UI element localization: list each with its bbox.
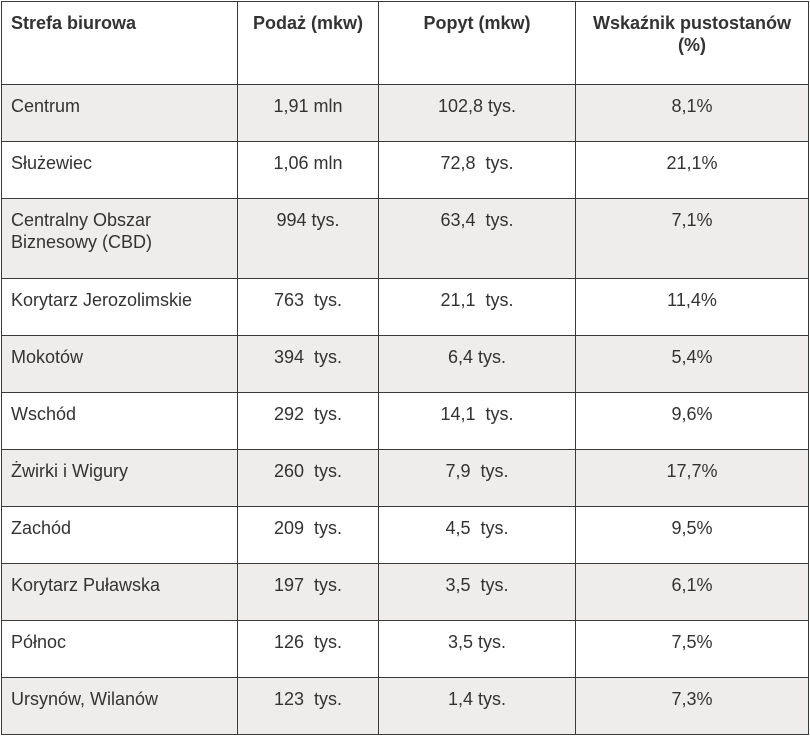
- header-zone: Strefa biurowa: [1, 1, 238, 85]
- demand-cell: 102,8 tys.: [378, 84, 576, 142]
- table-header-row: Strefa biurowa Podaż (mkw) Popyt (mkw) W…: [1, 1, 809, 85]
- demand-cell: 1,4 tys.: [378, 677, 576, 735]
- table-row: Żwirki i Wigury 260 tys. 7,9 tys. 17,7%: [1, 449, 809, 507]
- header-supply: Podaż (mkw): [237, 1, 379, 85]
- demand-cell: 14,1 tys.: [378, 392, 576, 450]
- supply-cell: 292 tys.: [237, 392, 379, 450]
- header-demand: Popyt (mkw): [378, 1, 576, 85]
- supply-cell: 994 tys.: [237, 198, 379, 279]
- table-row: Wschód 292 tys. 14,1 tys. 9,6%: [1, 392, 809, 450]
- header-vacancy-rate: Wskaźnik pustostanów (%): [575, 1, 809, 85]
- vacancy-cell: 8,1%: [575, 84, 809, 142]
- supply-cell: 1,06 mln: [237, 141, 379, 199]
- table-row: Centralny Obszar Biznesowy (CBD) 994 tys…: [1, 198, 809, 279]
- zone-cell: Ursynów, Wilanów: [1, 677, 238, 735]
- demand-cell: 21,1 tys.: [378, 278, 576, 336]
- vacancy-cell: 11,4%: [575, 278, 809, 336]
- supply-cell: 1,91 mln: [237, 84, 379, 142]
- zone-cell: Służewiec: [1, 141, 238, 199]
- zone-cell: Północ: [1, 620, 238, 678]
- table-row: Centrum 1,91 mln 102,8 tys. 8,1%: [1, 84, 809, 142]
- zone-cell: Zachód: [1, 506, 238, 564]
- table-row: Korytarz Puławska 197 tys. 3,5 tys. 6,1%: [1, 563, 809, 621]
- vacancy-cell: 9,6%: [575, 392, 809, 450]
- vacancy-cell: 7,5%: [575, 620, 809, 678]
- supply-cell: 260 tys.: [237, 449, 379, 507]
- demand-cell: 6,4 tys.: [378, 335, 576, 393]
- table-row: Północ 126 tys. 3,5 tys. 7,5%: [1, 620, 809, 678]
- vacancy-cell: 9,5%: [575, 506, 809, 564]
- table-row: Służewiec 1,06 mln 72,8 tys. 21,1%: [1, 141, 809, 199]
- vacancy-cell: 7,1%: [575, 198, 809, 279]
- vacancy-cell: 7,3%: [575, 677, 809, 735]
- vacancy-cell: 6,1%: [575, 563, 809, 621]
- table-row: Mokotów 394 tys. 6,4 tys. 5,4%: [1, 335, 809, 393]
- zone-cell: Centralny Obszar Biznesowy (CBD): [1, 198, 238, 279]
- supply-cell: 763 tys.: [237, 278, 379, 336]
- zone-cell: Centrum: [1, 84, 238, 142]
- supply-cell: 209 tys.: [237, 506, 379, 564]
- zone-cell: Żwirki i Wigury: [1, 449, 238, 507]
- supply-cell: 394 tys.: [237, 335, 379, 393]
- vacancy-cell: 17,7%: [575, 449, 809, 507]
- table-row: Korytarz Jerozolimskie 763 tys. 21,1 tys…: [1, 278, 809, 336]
- demand-cell: 7,9 tys.: [378, 449, 576, 507]
- table-row: Ursynów, Wilanów 123 tys. 1,4 tys. 7,3%: [1, 677, 809, 735]
- zone-cell: Korytarz Puławska: [1, 563, 238, 621]
- table-row: Zachód 209 tys. 4,5 tys. 9,5%: [1, 506, 809, 564]
- demand-cell: 3,5 tys.: [378, 620, 576, 678]
- vacancy-cell: 21,1%: [575, 141, 809, 199]
- supply-cell: 197 tys.: [237, 563, 379, 621]
- zone-cell: Mokotów: [1, 335, 238, 393]
- supply-cell: 126 tys.: [237, 620, 379, 678]
- demand-cell: 4,5 tys.: [378, 506, 576, 564]
- supply-cell: 123 tys.: [237, 677, 379, 735]
- zone-cell: Korytarz Jerozolimskie: [1, 278, 238, 336]
- demand-cell: 72,8 tys.: [378, 141, 576, 199]
- vacancy-cell: 5,4%: [575, 335, 809, 393]
- demand-cell: 3,5 tys.: [378, 563, 576, 621]
- demand-cell: 63,4 tys.: [378, 198, 576, 279]
- zone-cell: Wschód: [1, 392, 238, 450]
